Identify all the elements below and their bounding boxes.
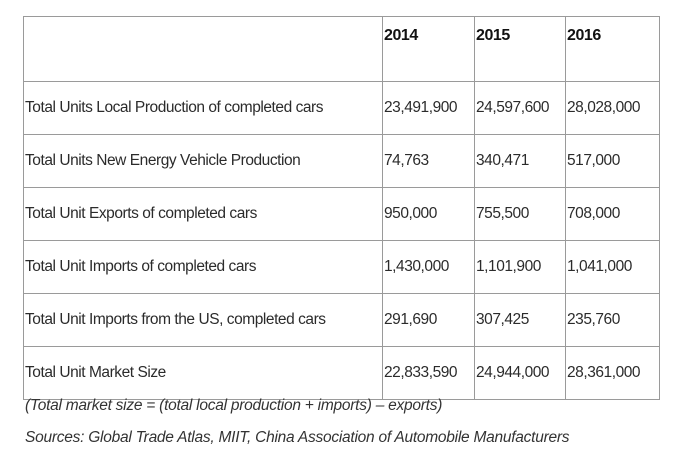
cell-2014: 22,833,590 <box>382 346 475 400</box>
table-row: Total Unit Imports from the US, complete… <box>23 293 660 347</box>
market-size-formula-note: (Total market size = (total local produc… <box>25 397 443 414</box>
cell-2014: 950,000 <box>382 187 475 241</box>
cell-2014: 1,430,000 <box>382 240 475 294</box>
cell-2016: 1,041,000 <box>565 240 660 294</box>
header-cell-2016: 2016 <box>565 16 660 82</box>
table-row: Total Units New Energy Vehicle Productio… <box>23 134 660 188</box>
table-row: Total Unit Imports of completed cars 1,4… <box>23 240 660 294</box>
data-table-container: 2014 2015 2016 Total Units Local Product… <box>23 16 660 400</box>
cell-2015: 24,597,600 <box>474 81 566 135</box>
table-row: Total Unit Exports of completed cars 950… <box>23 187 660 241</box>
cell-2014: 74,763 <box>382 134 475 188</box>
row-label: Total Unit Imports of completed cars <box>23 240 383 294</box>
header-cell-2015: 2015 <box>474 16 566 82</box>
cell-2015: 307,425 <box>474 293 566 347</box>
header-row: 2014 2015 2016 <box>23 16 660 82</box>
header-cell-empty <box>23 16 383 82</box>
table-row: Total Units Local Production of complete… <box>23 81 660 135</box>
cell-2016: 708,000 <box>565 187 660 241</box>
cell-2015: 24,944,000 <box>474 346 566 400</box>
table-row: Total Unit Market Size 22,833,590 24,944… <box>23 346 660 400</box>
cell-2015: 340,471 <box>474 134 566 188</box>
row-label: Total Unit Imports from the US, complete… <box>23 293 383 347</box>
car-statistics-table: 2014 2015 2016 Total Units Local Product… <box>23 16 660 400</box>
cell-2015: 1,101,900 <box>474 240 566 294</box>
row-label: Total Units New Energy Vehicle Productio… <box>23 134 383 188</box>
cell-2016: 235,760 <box>565 293 660 347</box>
row-label: Total Unit Exports of completed cars <box>23 187 383 241</box>
header-cell-2014: 2014 <box>382 16 475 82</box>
cell-2016: 28,028,000 <box>565 81 660 135</box>
cell-2015: 755,500 <box>474 187 566 241</box>
cell-2016: 28,361,000 <box>565 346 660 400</box>
sources-note: Sources: Global Trade Atlas, MIIT, China… <box>25 429 570 446</box>
cell-2014: 23,491,900 <box>382 81 475 135</box>
cell-2016: 517,000 <box>565 134 660 188</box>
row-label: Total Units Local Production of complete… <box>23 81 383 135</box>
cell-2014: 291,690 <box>382 293 475 347</box>
row-label: Total Unit Market Size <box>23 346 383 400</box>
